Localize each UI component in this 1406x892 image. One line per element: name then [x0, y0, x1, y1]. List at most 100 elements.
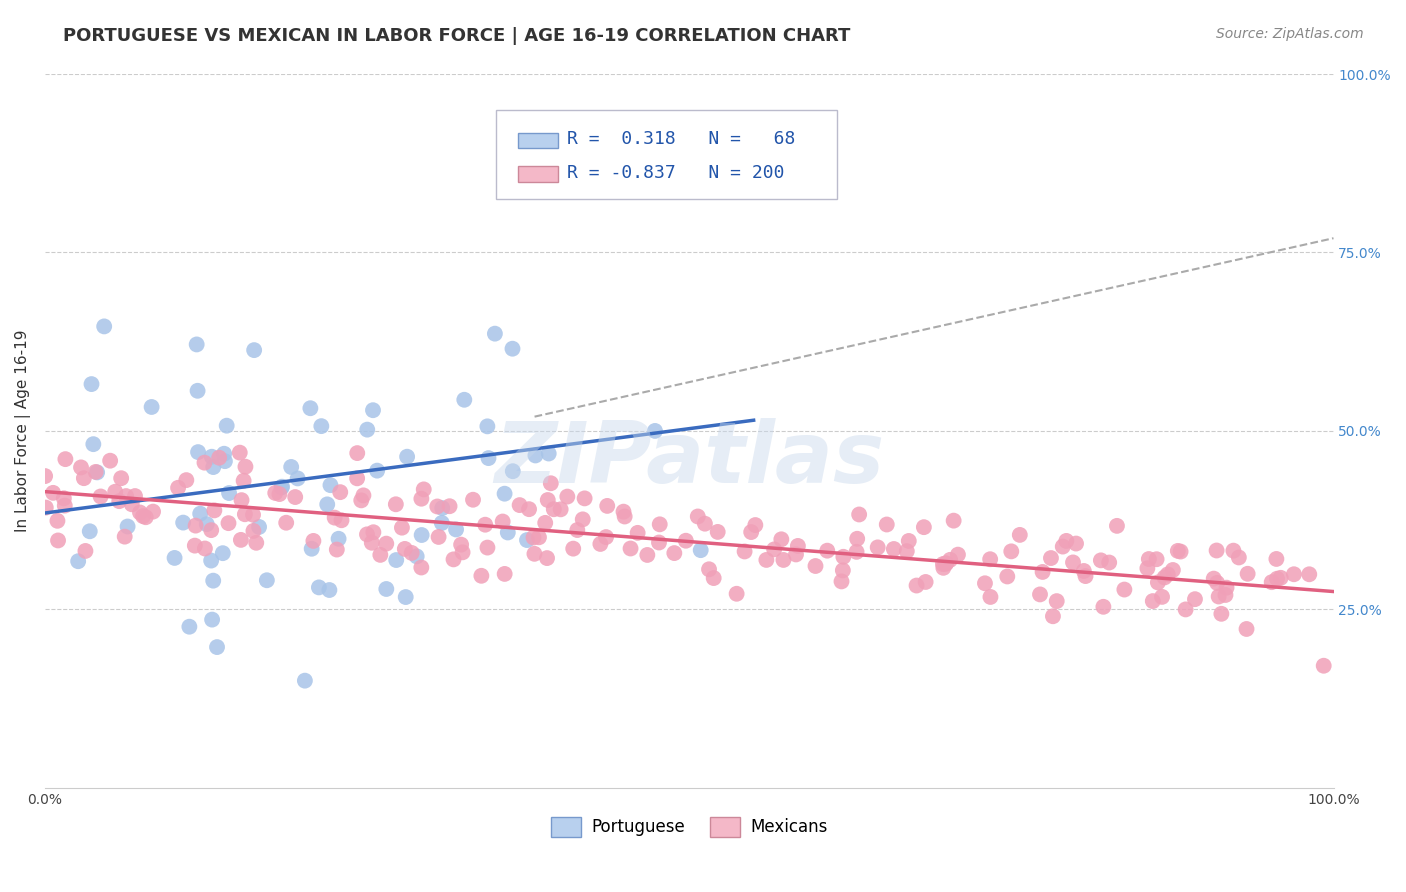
Point	[79, 524, 101, 539]
Point	[744, 518, 766, 533]
Point	[269, 487, 291, 501]
Point	[1054, 533, 1077, 548]
Point	[1032, 565, 1054, 579]
Point	[215, 418, 238, 433]
Point	[536, 551, 558, 566]
Point	[1029, 587, 1052, 601]
Point	[613, 509, 636, 524]
Point	[294, 673, 316, 688]
Point	[1098, 556, 1121, 570]
Point	[231, 493, 253, 508]
Point	[201, 450, 224, 464]
Point	[484, 326, 506, 341]
Point	[1282, 567, 1305, 582]
Point	[52, 491, 75, 506]
Point	[444, 523, 467, 537]
Point	[537, 446, 560, 460]
Y-axis label: In Labor Force | Age 16-19: In Labor Force | Age 16-19	[15, 330, 31, 533]
Point	[693, 516, 716, 531]
Point	[211, 546, 233, 560]
Point	[80, 377, 103, 392]
Point	[167, 481, 190, 495]
Point	[108, 494, 131, 508]
Point	[734, 544, 756, 558]
Point	[75, 544, 97, 558]
Point	[84, 465, 107, 479]
Text: R =  0.318   N =   68: R = 0.318 N = 68	[567, 130, 796, 148]
Point	[270, 480, 292, 494]
Point	[1270, 571, 1292, 585]
Point	[114, 530, 136, 544]
Point	[492, 515, 515, 529]
Point	[1142, 594, 1164, 608]
Point	[299, 401, 322, 416]
Point	[276, 516, 298, 530]
Point	[356, 527, 378, 541]
Point	[187, 384, 209, 398]
Point	[356, 423, 378, 437]
Point	[363, 525, 385, 540]
Point	[311, 419, 333, 434]
Point	[509, 498, 531, 512]
Point	[935, 557, 957, 571]
Point	[946, 548, 969, 562]
Point	[942, 514, 965, 528]
Point	[517, 502, 540, 516]
Point	[375, 536, 398, 550]
Point	[375, 582, 398, 596]
Point	[188, 507, 211, 521]
Point	[523, 547, 546, 561]
Bar	[517, 166, 558, 182]
Point	[1039, 551, 1062, 566]
Point	[477, 451, 499, 466]
Point	[110, 471, 132, 485]
Point	[612, 505, 634, 519]
Point	[247, 520, 270, 534]
Point	[394, 541, 416, 556]
Point	[53, 499, 76, 513]
Point	[124, 489, 146, 503]
Point	[243, 343, 266, 358]
Point	[82, 437, 104, 451]
Point	[1211, 607, 1233, 621]
Point	[370, 548, 392, 562]
Point	[205, 640, 228, 654]
Point	[1222, 543, 1244, 558]
Point	[256, 574, 278, 588]
Point	[1298, 567, 1320, 582]
Point	[534, 516, 557, 530]
Point	[385, 553, 408, 567]
Point	[366, 464, 388, 478]
Point	[527, 530, 550, 544]
Point	[302, 533, 325, 548]
Point	[1227, 550, 1250, 565]
Point	[1260, 575, 1282, 590]
Point	[401, 546, 423, 560]
Point	[474, 517, 496, 532]
Point	[194, 541, 217, 556]
Point	[627, 525, 650, 540]
Point	[596, 499, 619, 513]
Point	[1146, 552, 1168, 566]
Point	[1167, 544, 1189, 558]
Point	[233, 508, 256, 522]
Point	[574, 491, 596, 506]
Point	[395, 590, 418, 604]
Point	[141, 400, 163, 414]
Point	[67, 554, 90, 568]
Point	[70, 460, 93, 475]
Point	[346, 471, 368, 485]
Point	[648, 535, 671, 549]
Point	[1312, 658, 1334, 673]
Point	[644, 424, 666, 438]
Point	[706, 524, 728, 539]
Point	[540, 476, 562, 491]
Point	[93, 319, 115, 334]
Point	[477, 419, 499, 434]
Point	[396, 450, 419, 464]
Point	[163, 550, 186, 565]
Point	[202, 574, 225, 588]
Text: Source: ZipAtlas.com: Source: ZipAtlas.com	[1216, 27, 1364, 41]
Point	[301, 541, 323, 556]
Point	[326, 542, 349, 557]
